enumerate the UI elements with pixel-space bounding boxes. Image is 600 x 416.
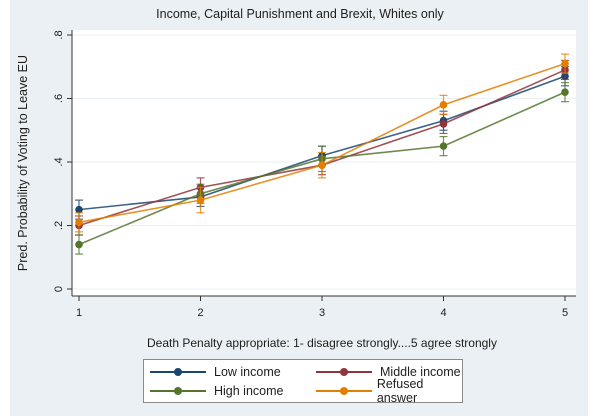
legend: Low income Middle income High income Ref…	[143, 359, 463, 405]
legend-swatch	[150, 385, 206, 397]
legend-item-low-income: Low income	[150, 363, 281, 381]
chart-plot-svg: 0 .2 .4 .6 .8 1 2 3 4 5	[53, 30, 576, 319]
y-tick-label: .6	[53, 94, 65, 103]
series-refused-answer	[75, 53, 569, 233]
data-point	[75, 218, 83, 227]
chart-title: Income, Capital Punishment and Brexit, W…	[156, 7, 444, 21]
data-point	[75, 240, 83, 249]
data-point	[561, 59, 569, 68]
y-tick-label: .2	[53, 221, 65, 230]
legend-label: Middle income	[380, 365, 461, 379]
data-point	[439, 101, 448, 109]
data-point	[75, 205, 83, 214]
y-tick-label: .8	[53, 30, 65, 39]
legend-item-high-income: High income	[150, 382, 283, 400]
x-tick-label: 2	[197, 307, 203, 319]
legend-item-refused-answer: Refused answer	[316, 377, 462, 405]
data-point	[318, 161, 326, 169]
x-tick-label: 4	[440, 307, 446, 319]
data-series	[75, 53, 569, 255]
data-point	[439, 142, 448, 150]
x-tick-label: 1	[76, 307, 82, 319]
legend-label: Low income	[214, 365, 281, 379]
legend-swatch	[316, 366, 372, 378]
legend-item-middle-income: Middle income	[316, 363, 461, 381]
x-tick-label: 3	[319, 307, 325, 319]
legend-label: High income	[214, 384, 284, 398]
x-tick-label: 5	[562, 307, 568, 319]
y-tick-label: .4	[53, 157, 65, 166]
legend-swatch	[150, 366, 206, 378]
data-point	[196, 196, 205, 204]
y-tick-label: 0	[53, 286, 65, 292]
data-point	[439, 120, 448, 128]
data-point	[561, 88, 569, 96]
y-axis-label: Pred. Probability of Voting to Leave EU	[16, 54, 30, 272]
axes: 0 .2 .4 .6 .8 1 2 3 4 5	[53, 30, 576, 319]
legend-label: Refused answer	[376, 377, 424, 405]
legend-swatch	[316, 385, 372, 397]
x-axis-label: Death Penalty appropriate: 1- disagree s…	[147, 336, 497, 350]
